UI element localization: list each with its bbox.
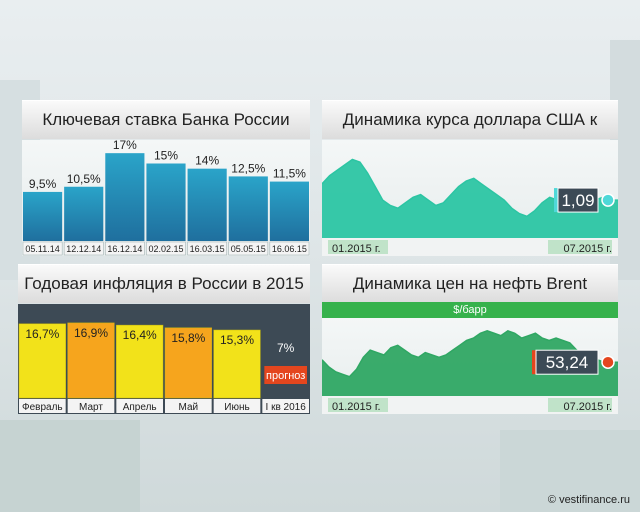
key-rate-bar: [187, 168, 227, 241]
key-rate-date-label: 12.12.14: [66, 244, 101, 254]
background-block-bottom-right: [500, 430, 640, 512]
key-rate-date-cell: [63, 241, 104, 256]
key-rate-date-label: 16.12.14: [107, 244, 142, 254]
brent-chart: 01.2015 г. 07.2015 г. 53,24: [322, 329, 618, 414]
inflation-category-label: Апрель: [123, 402, 157, 413]
annotation-box: [535, 349, 599, 375]
x-axis-strip: [322, 396, 618, 414]
x-axis-start-marker: [328, 398, 388, 412]
key-rate-value-label: 11,5%: [273, 167, 306, 181]
key-rate-date-cell: [146, 241, 186, 256]
usd-rub-panel: Динамика курса доллара США к рублю 01.20…: [322, 100, 618, 256]
inflation-value-label: 16,4%: [123, 328, 157, 342]
key-rate-date-label: 16.03.15: [190, 244, 225, 254]
inflation-category-label: Май: [179, 402, 199, 413]
inflation-category-label: Февраль: [22, 402, 63, 413]
inflation-bar: [18, 323, 66, 399]
forecast-badge: [264, 366, 307, 384]
inflation-plot: 16,7% Февраль 16,9% Март 16,4% Апрель 15,8% Май…: [18, 304, 310, 414]
forecast-badge-label: прогноз: [266, 370, 305, 382]
background-block-bottom-left: [0, 420, 140, 512]
inflation-value-label: 7%: [277, 341, 295, 355]
inflation-chart: 16,7% Февраль 16,9% Март 16,4% Апрель 15,8% Май…: [18, 304, 310, 414]
key-rate-bar: [23, 191, 63, 241]
inflation-background: [18, 304, 310, 414]
inflation-category-cell: [67, 399, 115, 413]
inflation-bar: [164, 327, 212, 399]
brent-panel: Динамика цен на нефть Brent $/барр 01.20…: [322, 264, 618, 414]
usd-rub-plot: 01.2015 г. 07.2015 г. 1,09: [322, 140, 618, 256]
inflation-value-label: 15,3%: [220, 333, 254, 347]
x-axis-start-label: 01.2015 г.: [332, 401, 381, 413]
key-rate-date-label: 05.05.15: [231, 244, 266, 254]
key-rate-value-label: 15%: [154, 149, 178, 163]
inflation-category-cell: [116, 399, 163, 413]
x-axis-end-label: 07.2015 г.: [563, 243, 612, 255]
key-rate-chart: 9,5% 05.11.14 10,5% 12.12.14 17% 16.12.14 15% 0…: [22, 140, 310, 256]
x-axis-start-label: 01.2015 г.: [332, 243, 381, 255]
key-rate-date-label: 16.06.15: [272, 244, 307, 254]
x-axis-start-marker: [328, 240, 388, 254]
annotation-box: [557, 187, 599, 213]
key-rate-date-cell: [269, 241, 310, 256]
inflation-panel: Годовая инфляция в России в 2015 г. 16,7…: [18, 264, 310, 414]
inflation-value-label: 16,7%: [25, 327, 59, 341]
inflation-category-cell: [262, 399, 309, 413]
key-rate-bar: [64, 186, 104, 241]
usd-rub-chart: 01.2015 г. 07.2015 г. 1,09: [322, 158, 618, 256]
key-rate-date-label: 05.11.14: [25, 244, 59, 254]
brent-plot: 01.2015 г. 07.2015 г. 53,24: [322, 318, 618, 414]
annotation-accent: [554, 188, 558, 213]
inflation-bar: [67, 322, 115, 399]
inflation-title: Годовая инфляция в России в 2015 г.: [18, 264, 310, 331]
inflation-bar: [116, 324, 164, 399]
key-rate-title: Ключевая ставка Банка России: [22, 100, 310, 139]
inflation-value-label: 16,9%: [74, 326, 108, 340]
key-rate-bar: [228, 176, 268, 241]
series-area: [322, 330, 618, 396]
annotation-accent: [532, 350, 536, 375]
annotation-value: 53,24: [546, 353, 589, 372]
key-rate-date-cell: [228, 241, 269, 256]
key-rate-date-cell: [187, 241, 227, 256]
inflation-category-cell: [165, 399, 212, 413]
key-rate-value-label: 9,5%: [29, 177, 57, 191]
key-rate-date-cell: [22, 241, 63, 256]
copyright-text: © vestifinance.ru: [547, 494, 630, 506]
key-rate-value-label: 10,5%: [67, 172, 101, 186]
key-rate-bar: [105, 153, 145, 241]
key-rate-value-label: 14%: [195, 154, 219, 168]
annotation-dot: [601, 193, 615, 207]
inflation-bar: [213, 329, 261, 399]
key-rate-bar: [269, 181, 309, 241]
x-axis-end-label: 07.2015 г.: [563, 401, 612, 413]
key-rate-date-label: 02.02.15: [148, 244, 183, 254]
inflation-category-cell: [213, 399, 261, 413]
inflation-value-label: 15,8%: [171, 331, 205, 345]
brent-unit-label: $/барр: [453, 304, 487, 316]
inflation-category-label: Март: [79, 402, 103, 413]
key-rate-plot: 9,5% 05.11.14 10,5% 12.12.14 17% 16.12.14 15% 0…: [22, 140, 310, 256]
series-line: [322, 329, 618, 378]
key-rate-panel: Ключевая ставка Банка России 9,5% 05.11.1…: [22, 100, 310, 256]
annotation-dot: [601, 355, 615, 369]
key-rate-bar: [146, 163, 186, 241]
inflation-category-label: I кв 2016: [266, 402, 307, 413]
inflation-category-label: Июнь: [224, 402, 249, 413]
key-rate-value-label: 17%: [113, 140, 137, 152]
usd-rub-title: Динамика курса доллара США к рублю: [322, 100, 618, 167]
brent-title: Динамика цен на нефть Brent: [322, 264, 618, 303]
x-axis-end-marker: [548, 240, 612, 254]
brent-unit-bar: $/барр: [322, 302, 618, 318]
x-axis-end-marker: [548, 398, 612, 412]
key-rate-date-cell: [105, 241, 145, 256]
annotation-value: 1,09: [561, 191, 594, 210]
key-rate-value-label: 12,5%: [231, 161, 265, 175]
x-axis-strip: [322, 238, 618, 256]
series-area: [322, 159, 618, 238]
inflation-category-cell: [19, 399, 66, 413]
